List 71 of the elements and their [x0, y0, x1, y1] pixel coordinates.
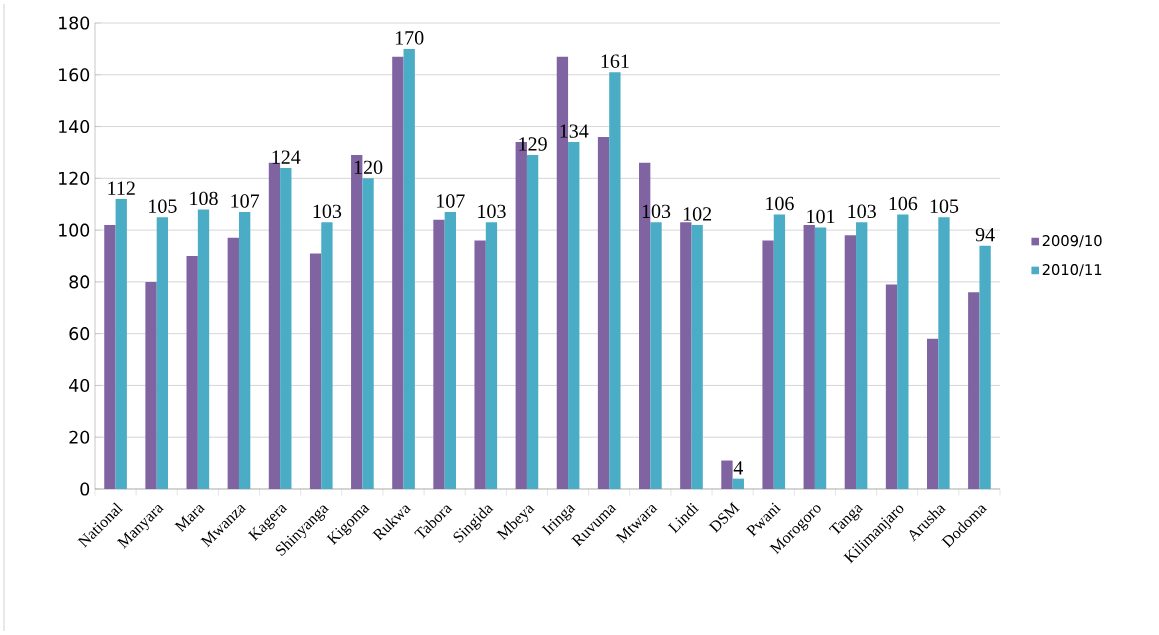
data-label: 106	[766, 196, 794, 211]
data-label: 124	[272, 150, 301, 164]
bar	[474, 240, 486, 489]
bar	[803, 224, 815, 489]
bar	[433, 219, 445, 489]
data-label: 161	[601, 54, 629, 68]
data-label: 129	[519, 137, 547, 151]
bar	[197, 209, 210, 489]
bar	[309, 253, 322, 489]
bar	[938, 217, 950, 489]
bar	[732, 478, 744, 489]
legend-label: 2010/11	[1042, 264, 1102, 277]
bar	[597, 136, 610, 489]
bar	[691, 224, 703, 489]
data-label: 102	[683, 207, 712, 221]
bar	[280, 167, 292, 489]
data-label: 170	[395, 31, 424, 45]
y-tick-label: 40	[69, 378, 90, 392]
data-label: 107	[437, 194, 465, 208]
bar	[145, 281, 157, 489]
bar	[773, 214, 786, 489]
data-label: 112	[108, 181, 135, 195]
bar	[156, 217, 169, 489]
bar	[403, 48, 415, 489]
y-tick-label: 0	[80, 482, 90, 496]
bar	[268, 162, 281, 489]
data-label: 4	[733, 461, 743, 475]
bar	[814, 227, 827, 489]
y-tick-label: 120	[59, 171, 90, 185]
bar	[721, 460, 733, 489]
bar	[885, 284, 898, 489]
y-tick-label: 140	[59, 120, 90, 134]
bar	[104, 224, 116, 489]
y-tick-label: 20	[69, 430, 90, 444]
bar	[844, 235, 857, 489]
data-label: 107	[231, 194, 260, 208]
data-label: 105	[930, 199, 959, 213]
data-label: 103	[848, 204, 876, 219]
data-label: 106	[889, 196, 918, 211]
legend-label: 2009/10	[1042, 235, 1102, 248]
bar	[568, 142, 580, 489]
bar	[650, 222, 662, 489]
data-label: 108	[190, 191, 218, 206]
y-tick-label: 160	[59, 68, 90, 82]
y-tick-label: 80	[69, 275, 90, 289]
y-tick-label: 60	[69, 327, 90, 341]
bar	[321, 222, 333, 489]
bar	[979, 245, 991, 489]
bar	[609, 72, 621, 489]
bar	[526, 155, 539, 489]
data-label: 94	[975, 227, 995, 242]
bar	[362, 178, 374, 489]
bar	[926, 338, 939, 489]
bar	[485, 222, 498, 489]
bar	[186, 255, 198, 489]
data-label: 101	[807, 209, 835, 224]
bar	[680, 222, 692, 489]
bar	[392, 56, 404, 489]
y-tick-label: 180	[59, 16, 90, 30]
data-label: 103	[478, 204, 506, 219]
bar	[444, 211, 456, 489]
data-label: 103	[313, 204, 342, 219]
bar	[227, 237, 239, 489]
bar	[897, 214, 909, 489]
bar	[238, 211, 251, 489]
y-tick-label: 100	[59, 223, 90, 237]
data-label: 105	[149, 199, 177, 213]
bar	[762, 240, 774, 489]
bar	[968, 292, 980, 489]
bar	[856, 222, 868, 489]
bar	[115, 199, 127, 489]
